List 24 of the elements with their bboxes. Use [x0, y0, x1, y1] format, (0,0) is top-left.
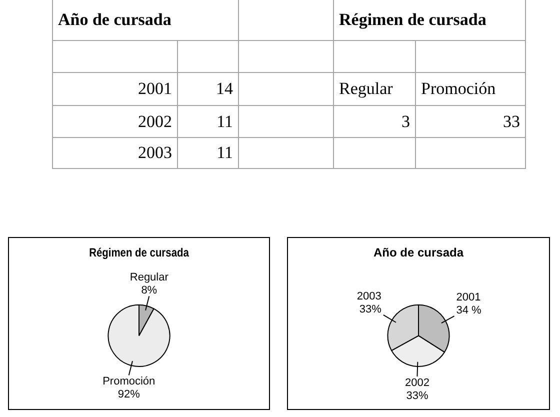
- slice-label: 2001: [456, 292, 481, 304]
- text: 3: [402, 112, 410, 130]
- text: 2003: [138, 143, 172, 162]
- slice-label: 2003: [356, 290, 382, 302]
- slice-label: Promoción: [102, 376, 156, 388]
- text: Año de cursada: [58, 10, 172, 29]
- text: 11: [216, 143, 233, 162]
- chart-title: Año de cursada: [373, 246, 464, 260]
- data-label: 33%: [359, 303, 382, 316]
- text: 33: [503, 112, 520, 130]
- chart-title: Régimen de cursada: [89, 246, 190, 260]
- text: Régimen de cursada: [339, 10, 486, 29]
- text: 14: [216, 79, 233, 98]
- data-label: 8%: [141, 284, 158, 297]
- data-label: 92%: [118, 388, 140, 401]
- data-label: 34 %: [456, 304, 482, 317]
- text: Promoción: [421, 79, 496, 98]
- text: 11: [216, 112, 233, 130]
- text: 2002: [138, 112, 172, 130]
- text: 2001: [138, 79, 172, 98]
- text: Regular: [339, 79, 393, 98]
- slice-label: 2002: [404, 377, 430, 390]
- data-label: 33%: [406, 390, 428, 402]
- slice-label: Regular: [130, 272, 169, 284]
